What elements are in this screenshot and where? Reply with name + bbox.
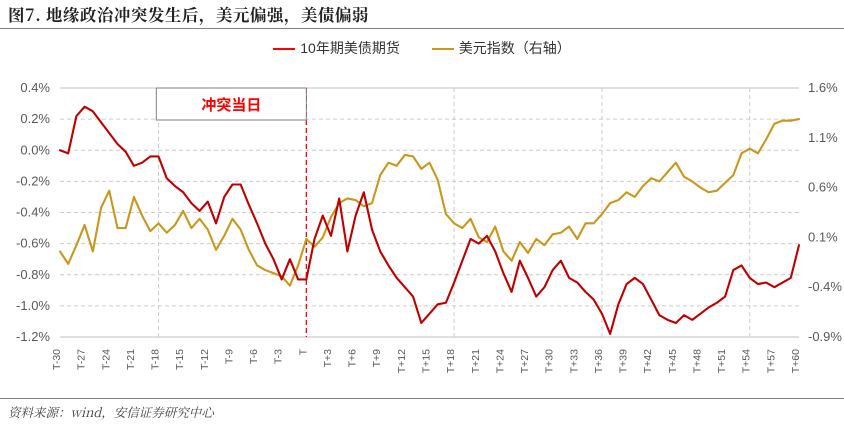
svg-text:T+6: T+6 — [347, 349, 359, 368]
svg-text:-0.2%: -0.2% — [16, 173, 50, 188]
svg-text:1.1%: 1.1% — [808, 130, 838, 145]
svg-text:T-12: T-12 — [199, 349, 211, 370]
svg-text:T-3: T-3 — [273, 349, 285, 364]
svg-text:T+12: T+12 — [396, 349, 408, 373]
svg-text:T+21: T+21 — [470, 349, 482, 373]
svg-text:T+24: T+24 — [494, 349, 506, 373]
svg-text:1.6%: 1.6% — [808, 80, 838, 95]
svg-text:T-24: T-24 — [100, 349, 112, 370]
svg-text:T+45: T+45 — [667, 349, 679, 373]
svg-text:-0.4%: -0.4% — [808, 279, 842, 294]
svg-text:T-6: T-6 — [248, 349, 260, 364]
svg-text:T+42: T+42 — [642, 349, 654, 373]
svg-text:T+60: T+60 — [790, 349, 802, 373]
svg-text:0.1%: 0.1% — [808, 229, 838, 244]
svg-text:0.2%: 0.2% — [20, 111, 50, 126]
svg-text:-0.4%: -0.4% — [16, 205, 50, 220]
svg-text:0.0%: 0.0% — [20, 142, 50, 157]
svg-text:T-15: T-15 — [174, 349, 186, 370]
svg-text:T+27: T+27 — [519, 349, 531, 373]
svg-text:T-18: T-18 — [150, 349, 162, 370]
svg-text:T+30: T+30 — [544, 349, 556, 373]
svg-text:T-21: T-21 — [125, 349, 137, 370]
svg-text:冲突当日: 冲突当日 — [201, 94, 261, 115]
svg-text:T+36: T+36 — [593, 349, 605, 373]
svg-text:T+51: T+51 — [716, 349, 728, 373]
svg-text:T+15: T+15 — [421, 349, 433, 373]
svg-text:T+48: T+48 — [691, 349, 703, 373]
svg-text:-0.8%: -0.8% — [16, 267, 50, 282]
svg-text:T+54: T+54 — [741, 349, 753, 373]
svg-text:0.6%: 0.6% — [808, 180, 838, 195]
svg-text:T-9: T-9 — [223, 349, 235, 364]
svg-text:T-27: T-27 — [76, 349, 88, 370]
svg-text:T+39: T+39 — [618, 349, 630, 373]
svg-text:T+3: T+3 — [322, 349, 334, 368]
svg-text:-0.6%: -0.6% — [16, 236, 50, 251]
svg-text:T+9: T+9 — [371, 349, 383, 368]
svg-text:T-30: T-30 — [51, 349, 63, 370]
svg-text:T: T — [297, 348, 309, 355]
svg-text:-0.9%: -0.9% — [808, 329, 842, 344]
svg-text:-1.2%: -1.2% — [16, 329, 50, 344]
svg-text:T+57: T+57 — [765, 349, 777, 373]
svg-text:T+33: T+33 — [568, 349, 580, 373]
svg-text:T+18: T+18 — [445, 349, 457, 373]
svg-text:-1.0%: -1.0% — [16, 298, 50, 313]
svg-text:0.4%: 0.4% — [20, 80, 50, 95]
